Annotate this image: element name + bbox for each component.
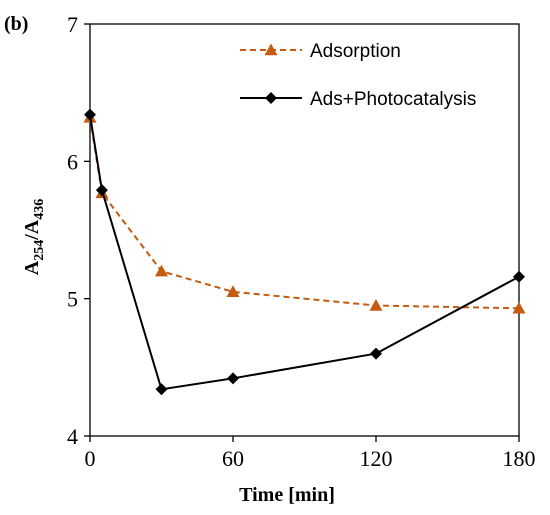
series-1-point — [226, 285, 240, 297]
series-2-line — [89, 114, 520, 391]
legend-marker-1 — [264, 43, 278, 56]
y-axis-title-sub2: 436 — [32, 199, 47, 220]
y-axis-title: A254/A436 — [21, 199, 47, 275]
legend: Adsorption Ads+Photocatalysis — [240, 41, 476, 110]
y-tick-label: 7 — [67, 12, 78, 37]
series-layer — [83, 108, 526, 396]
series-2-point — [95, 184, 108, 197]
legend-label-2: Ads+Photocatalysis — [310, 89, 476, 110]
x-tick-label: 0 — [85, 446, 96, 471]
series-2-point — [513, 270, 525, 283]
y-axis-title-sep: /A — [21, 219, 43, 241]
series-2-point — [370, 347, 382, 360]
series-2-point — [155, 383, 168, 396]
series-2-point — [227, 372, 239, 385]
legend-label-1: Adsorption — [310, 41, 401, 62]
y-tick-label: 6 — [67, 149, 78, 174]
x-tick-label: 60 — [222, 446, 244, 471]
series-2 — [84, 108, 525, 396]
panel-label: (b) — [4, 13, 28, 35]
x-tick-label: 120 — [360, 446, 393, 471]
series-1-line — [89, 117, 520, 310]
y-tick-label: 4 — [67, 424, 78, 449]
axis-ticks: 0 60 120 180 4 5 6 7 — [67, 12, 536, 471]
series-2-point — [84, 108, 96, 121]
series-1 — [83, 110, 526, 314]
plot-area — [89, 23, 520, 437]
legend-marker-2 — [265, 92, 277, 104]
y-axis-title-sub1: 254 — [32, 240, 47, 261]
series-1-point — [512, 301, 526, 314]
series-1-point — [155, 264, 168, 277]
plot-frame — [89, 23, 520, 437]
series-1-point — [369, 299, 383, 311]
y-tick-label: 5 — [67, 287, 78, 312]
y-axis-title-main: A — [21, 260, 43, 275]
x-axis-title: Time [min] — [239, 484, 335, 506]
x-tick-label: 180 — [503, 446, 536, 471]
